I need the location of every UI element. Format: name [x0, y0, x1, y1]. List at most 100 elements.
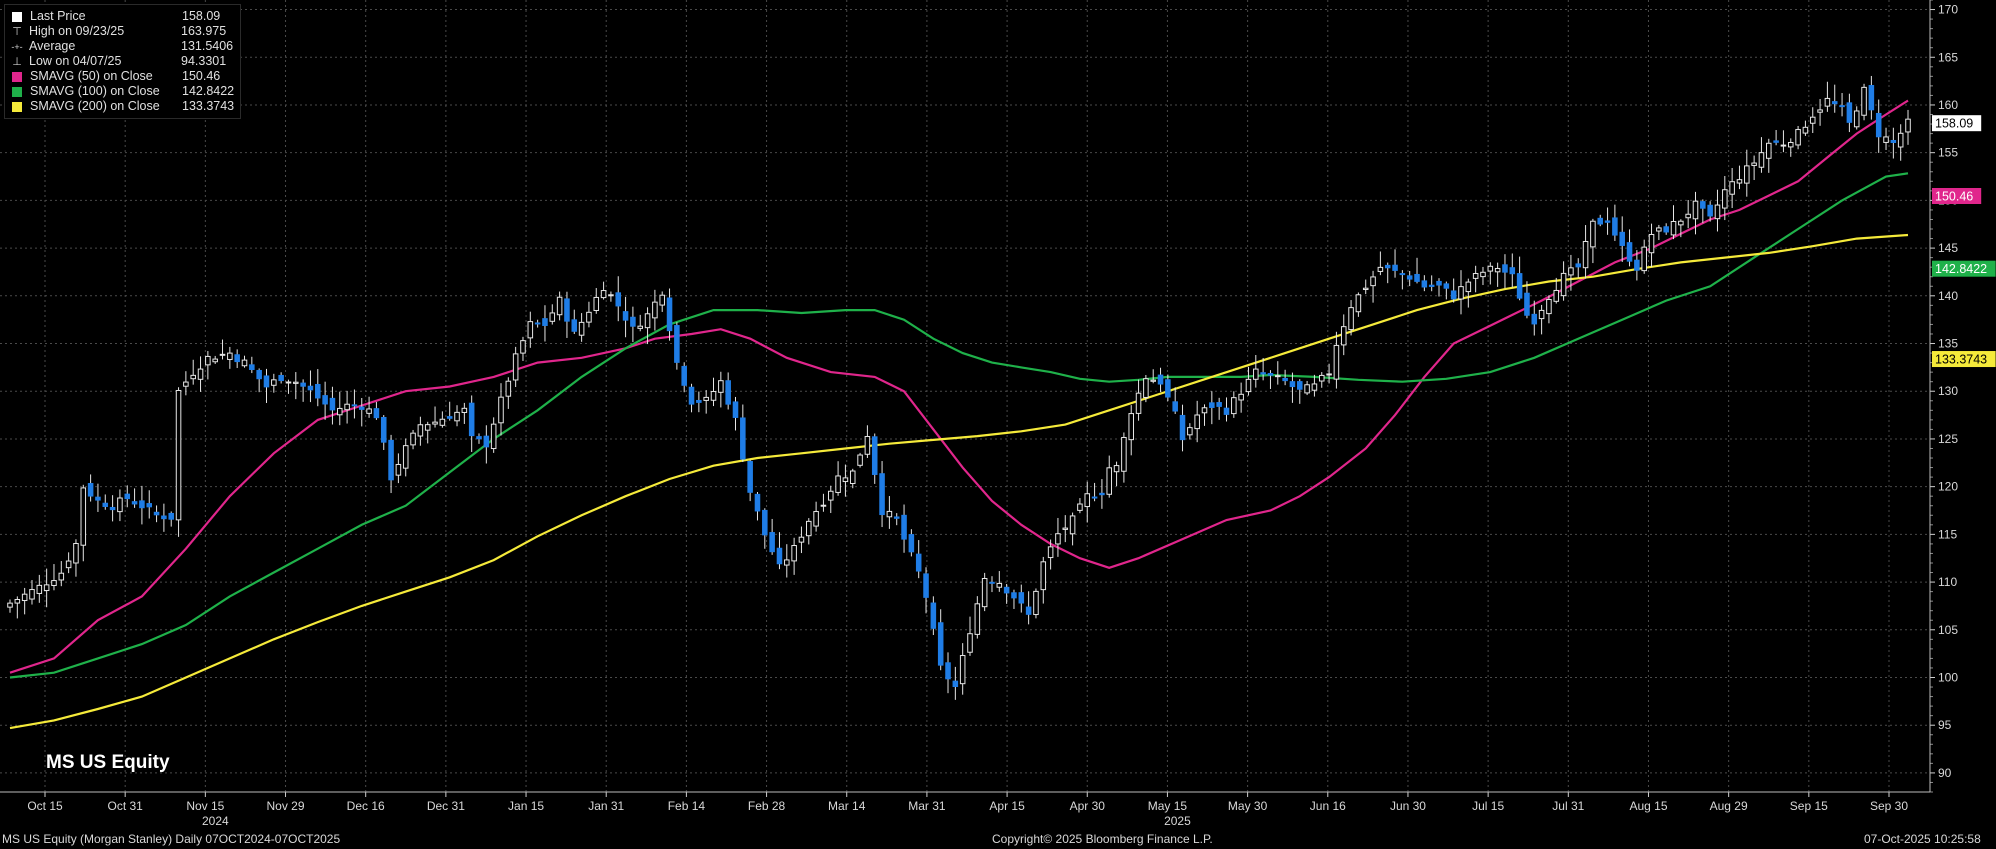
candle-body	[183, 381, 189, 387]
candle-body	[212, 358, 218, 363]
x-tick-label: Sep 30	[1870, 799, 1908, 813]
candle-body	[1722, 189, 1728, 209]
candle-body	[1809, 116, 1816, 124]
candle-body	[80, 487, 87, 546]
x-tick-label: Mar 31	[908, 799, 946, 813]
candle-body	[974, 603, 981, 635]
candle-body	[1055, 533, 1061, 545]
candle-body	[1758, 152, 1765, 168]
candle-body	[417, 424, 424, 437]
candle-body	[1209, 402, 1215, 408]
candle-body	[827, 490, 834, 501]
y-tick-label: 95	[1938, 718, 1952, 732]
candle-body	[1846, 102, 1853, 123]
candle-body	[256, 369, 262, 380]
price-label-bg	[1932, 260, 1996, 277]
candle-body	[1018, 592, 1025, 604]
candle-body	[527, 321, 534, 339]
candle-body	[864, 436, 871, 455]
candle-body	[1560, 272, 1567, 297]
candle-body	[1590, 220, 1596, 248]
candle-body	[1890, 139, 1897, 143]
candle-body	[175, 389, 182, 521]
candle-body	[644, 313, 651, 329]
legend-label: Last Price	[30, 9, 86, 23]
candle-body	[967, 633, 973, 653]
legend-value: 94.3301	[181, 54, 227, 68]
candle-body	[1553, 289, 1560, 302]
x-tick-label: Mar 14	[828, 799, 866, 813]
candle-body	[1714, 204, 1721, 220]
candle-body	[1355, 294, 1362, 313]
candle-body	[1905, 118, 1911, 133]
candle-body	[1011, 592, 1017, 599]
legend-label: SMAVG (100) on Close	[30, 84, 160, 98]
candle-body	[1853, 110, 1860, 128]
x-tick-label: Jan 31	[588, 799, 624, 813]
candle-body	[131, 501, 138, 505]
candle-body	[1729, 181, 1735, 195]
candle-body	[161, 515, 167, 520]
price-label: 150.46	[1935, 189, 1973, 203]
candle-body	[923, 573, 929, 598]
candle-body	[395, 463, 402, 476]
legend-marker-icon	[12, 71, 22, 82]
candle-body	[271, 379, 277, 386]
candle-body	[21, 593, 28, 602]
candle-body	[1275, 375, 1281, 378]
candle-body	[1267, 373, 1274, 376]
y-tick-label: 110	[1938, 575, 1957, 589]
candle-body	[1883, 136, 1889, 143]
candle-body	[1289, 381, 1296, 388]
candle-body	[146, 503, 153, 508]
candle-body	[58, 572, 65, 581]
candle-body	[205, 355, 211, 366]
candle-body	[652, 301, 658, 319]
candle-body	[1406, 275, 1413, 280]
candle-body	[1494, 267, 1501, 273]
candle-body	[1091, 496, 1098, 499]
x-tick-label: Feb 14	[668, 799, 706, 813]
candle-body	[1121, 436, 1127, 472]
legend-marker-icon: ⊥	[12, 55, 22, 68]
y-tick-label: 140	[1938, 289, 1958, 303]
candle-body	[1150, 379, 1156, 382]
candle-body	[893, 516, 900, 519]
legend-entry: ⊤ High on 09/23/25 163.975	[11, 24, 234, 39]
candle-body	[1861, 86, 1867, 116]
candle-body	[300, 382, 306, 387]
candle-body	[1172, 401, 1178, 412]
candle-body	[1414, 273, 1420, 282]
candle-body	[1582, 240, 1589, 269]
legend-label: SMAVG (200) on Close	[30, 99, 160, 113]
candlesticks	[7, 75, 1911, 700]
candle-body	[36, 584, 43, 594]
candle-body	[784, 559, 790, 566]
y-tick-label: 145	[1938, 241, 1958, 255]
candle-body	[659, 294, 665, 306]
candle-body	[1362, 287, 1369, 291]
legend-label: High on 09/23/25	[29, 24, 125, 38]
candle-body	[1040, 561, 1047, 591]
x-tick-label: Apr 15	[989, 799, 1025, 813]
candle-body	[1831, 101, 1838, 105]
x-tick-label: Nov 29	[267, 799, 305, 813]
candle-body	[432, 421, 438, 425]
candle-body	[1069, 515, 1076, 535]
candle-body	[1318, 374, 1325, 382]
candle-body	[1392, 264, 1398, 271]
candle-body	[380, 416, 387, 443]
candle-body	[740, 417, 746, 460]
candle-body	[1626, 242, 1633, 262]
x-tick-label: Oct 31	[107, 799, 143, 813]
candle-body	[1179, 414, 1186, 441]
candle-body	[1084, 493, 1091, 508]
candle-body	[820, 504, 827, 507]
candle-body	[901, 514, 907, 540]
candle-body	[1370, 276, 1376, 287]
candle-body	[857, 454, 863, 466]
candle-body	[1231, 397, 1237, 415]
candle-body	[1384, 264, 1391, 269]
candle-body	[219, 353, 226, 356]
